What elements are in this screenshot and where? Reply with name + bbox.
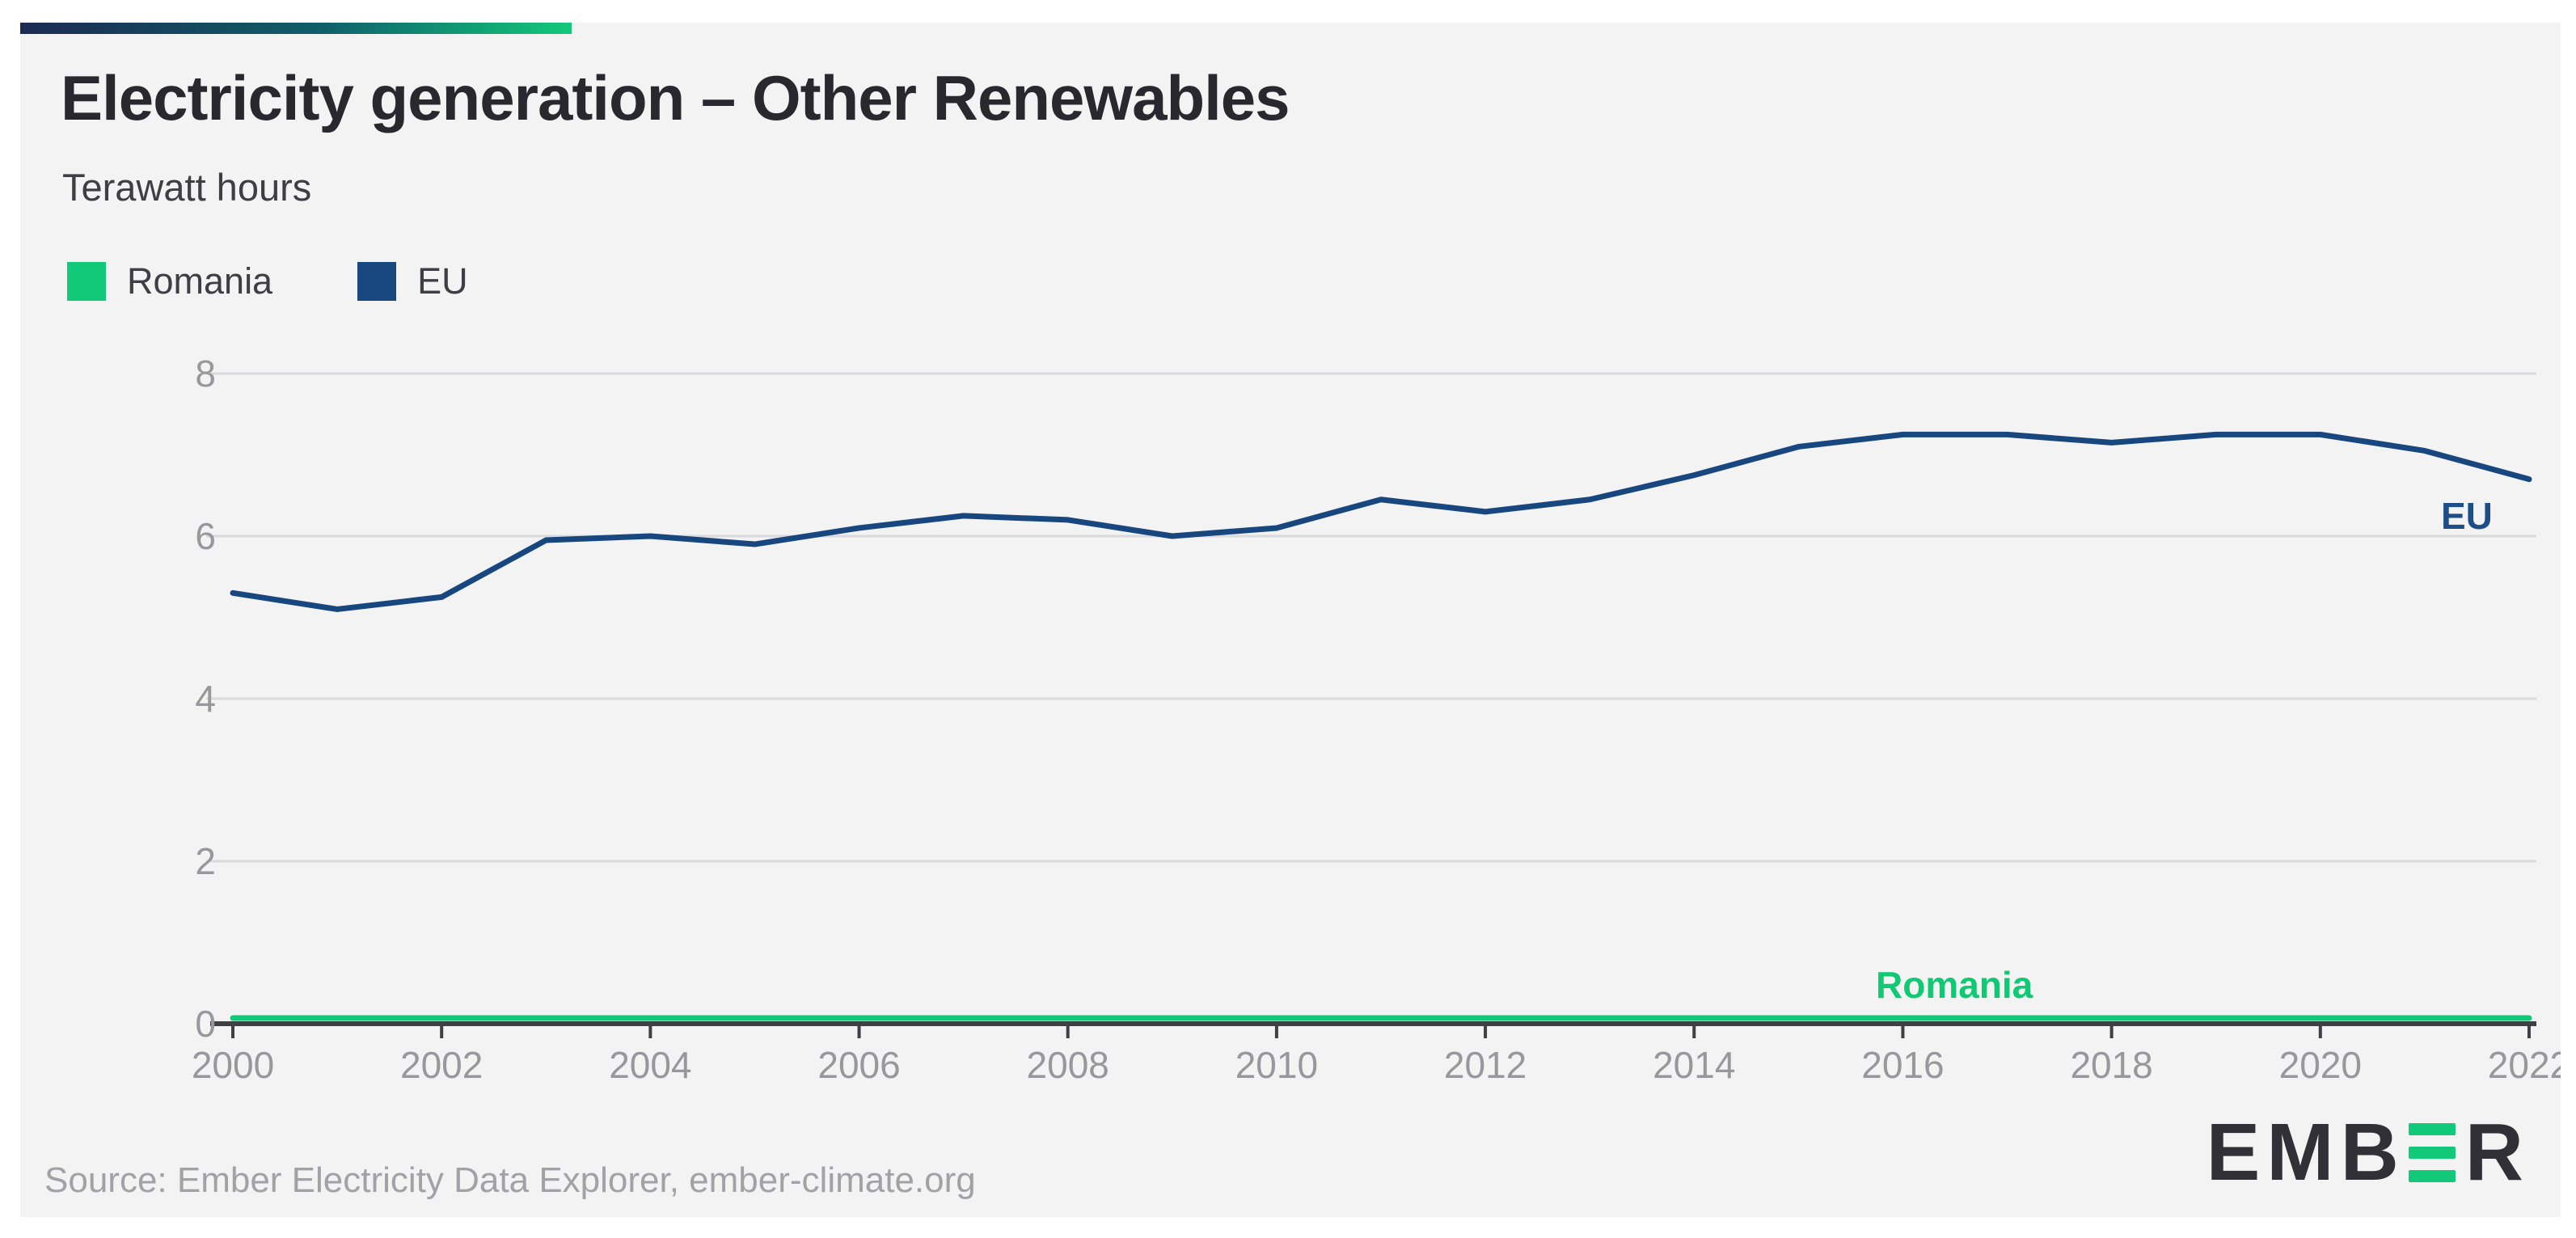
accent-gradient-bar — [20, 23, 572, 34]
y-tick-label: 2 — [195, 840, 216, 882]
logo-text-emb: EMB — [2206, 1107, 2405, 1198]
chart-area: 2000 2002 2004 2006 2008 2010 2012 2014 2016 2018… — [20, 23, 2561, 1217]
legend-swatch-eu — [357, 262, 397, 301]
x-tick-label: 2008 — [1027, 1044, 1109, 1086]
logo-e-bars — [2408, 1123, 2456, 1182]
series-label-eu: EU — [2441, 495, 2493, 537]
y-tick-label: 0 — [195, 1003, 216, 1045]
chart-canvas: 2000 2002 2004 2006 2008 2010 2012 2014 2016 2018… — [192, 353, 2561, 1086]
logo-bar — [2408, 1170, 2456, 1182]
y-tick-label: 6 — [195, 515, 216, 557]
chart-card: Electricity generation – Other Renewable… — [20, 23, 2561, 1217]
chart-title: Electricity generation – Other Renewable… — [61, 62, 1290, 133]
logo-text-r: R — [2464, 1107, 2530, 1198]
x-tick-label: 2020 — [2279, 1044, 2362, 1086]
legend-label-eu: EU — [417, 260, 468, 302]
source-text: Source: Ember Electricity Data Explorer,… — [44, 1160, 976, 1200]
x-tick-label: 2014 — [1653, 1044, 1735, 1086]
legend-label-romania: Romania — [127, 260, 273, 302]
chart-subtitle: Terawatt hours — [62, 166, 312, 209]
x-tick-label: 2010 — [1235, 1044, 1318, 1086]
legend: Romania EU — [67, 260, 468, 302]
x-tick-label: 2004 — [609, 1044, 691, 1086]
ember-logo: EMB R — [2206, 1106, 2530, 1199]
y-tick-label: 8 — [195, 353, 216, 395]
x-tick-label: 2002 — [400, 1044, 483, 1086]
legend-item-romania: Romania — [67, 260, 272, 302]
x-tick-label: 2016 — [1861, 1044, 1944, 1086]
logo-bar — [2408, 1147, 2456, 1159]
legend-swatch-romania — [67, 262, 106, 301]
x-tick-label: 2012 — [1444, 1044, 1527, 1086]
x-tick-label: 2006 — [817, 1044, 900, 1086]
x-tick-label: 2000 — [192, 1044, 274, 1086]
series-label-romania: Romania — [1876, 964, 2033, 1006]
y-tick-label: 4 — [195, 678, 216, 720]
series-line-eu — [230, 431, 2532, 612]
x-tick-label: 2022 — [2488, 1044, 2561, 1086]
logo-bar — [2408, 1123, 2456, 1135]
legend-item-eu: EU — [357, 260, 468, 302]
x-tick-label: 2018 — [2070, 1044, 2152, 1086]
